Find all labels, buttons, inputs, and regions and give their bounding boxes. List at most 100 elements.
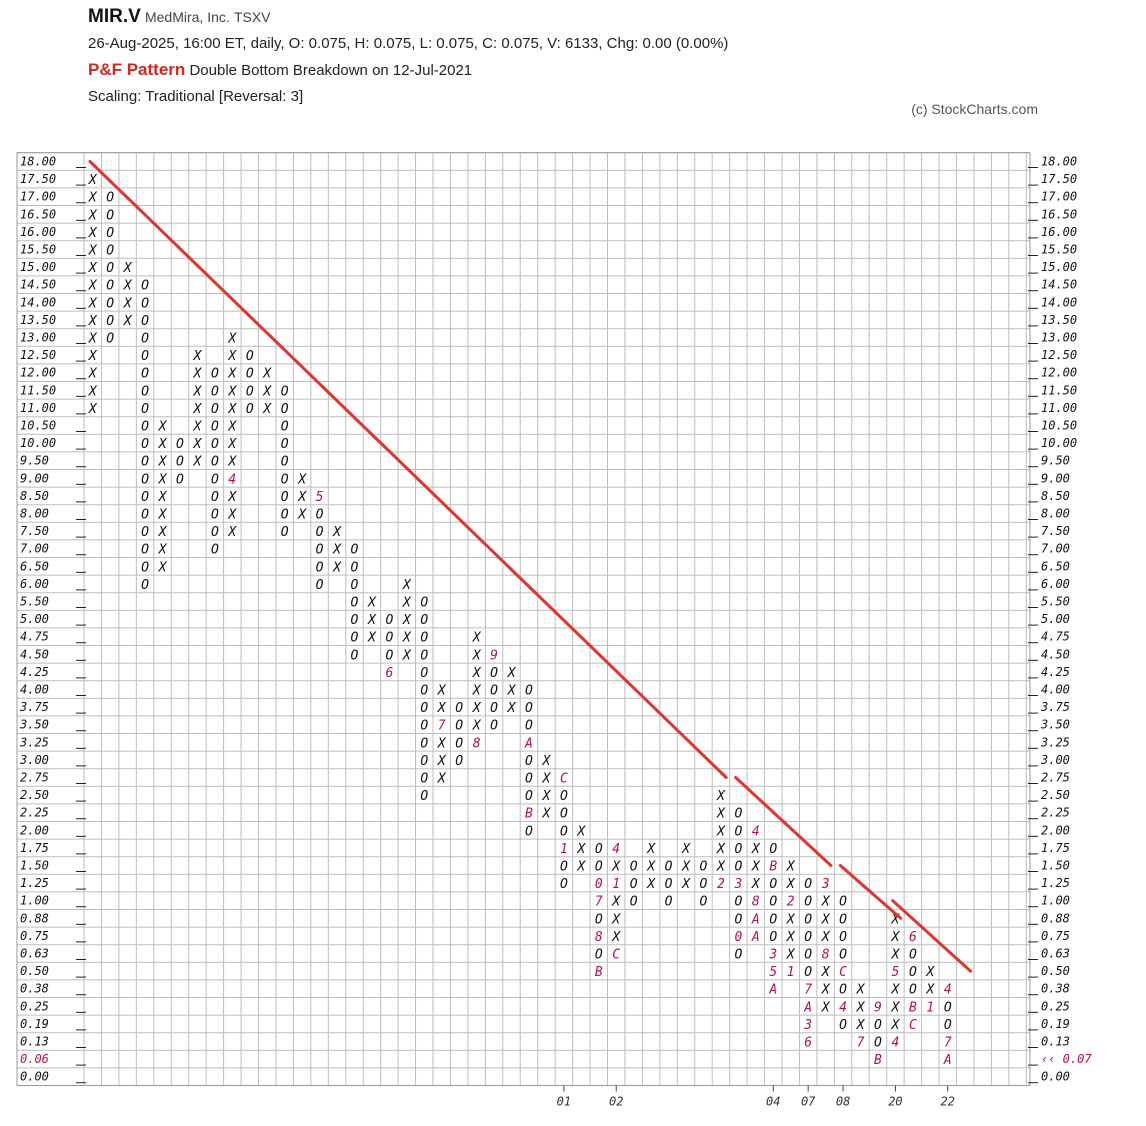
year-label: 01 xyxy=(557,1095,571,1109)
month-marker: 6 xyxy=(385,666,393,681)
x-box: X xyxy=(227,455,237,470)
o-box: O xyxy=(560,807,568,822)
y-tick-label-right: 8.00 xyxy=(1041,507,1070,521)
x-box: X xyxy=(123,296,133,311)
o-box: O xyxy=(734,948,742,963)
x-box: X xyxy=(227,508,237,523)
y-tick-label-left: 0.06 xyxy=(20,1052,49,1066)
o-box: O xyxy=(176,437,184,452)
o-box: O xyxy=(141,332,149,347)
o-box: O xyxy=(595,842,603,857)
o-box: O xyxy=(141,384,149,399)
x-box: X xyxy=(193,384,203,399)
o-box: O xyxy=(560,877,568,892)
y-tick-label-right: 8.50 xyxy=(1041,489,1070,503)
x-box: X xyxy=(472,648,482,663)
pnf-column: OOO xyxy=(176,437,184,487)
y-tick-label-right: 11.00 xyxy=(1041,401,1077,415)
trendlines xyxy=(88,160,972,973)
company-name: MedMira, Inc. xyxy=(144,9,230,25)
o-box: O xyxy=(455,701,463,716)
o-box: O xyxy=(176,472,184,487)
x-box: X xyxy=(507,666,517,681)
o-box: O xyxy=(351,648,359,663)
y-tick-label-left: 8.00 xyxy=(20,507,49,521)
o-box: O xyxy=(141,525,149,540)
x-box: X xyxy=(611,895,621,910)
pnf-column: XXX xyxy=(332,525,342,575)
o-box: O xyxy=(211,543,219,558)
o-box: O xyxy=(246,349,254,364)
o-box: O xyxy=(106,208,114,223)
x-box: X xyxy=(507,684,517,699)
o-box: O xyxy=(734,912,742,927)
o-box: O xyxy=(141,508,149,523)
month-marker: 9 xyxy=(490,648,498,663)
x-box: X xyxy=(297,490,307,505)
month-marker: 2 xyxy=(787,895,795,910)
trendline xyxy=(891,899,972,973)
o-box: O xyxy=(385,613,393,628)
x-box: X xyxy=(786,860,796,875)
y-tick-label-right: 0.75 xyxy=(1041,929,1070,943)
y-tick-label-right: 12.50 xyxy=(1041,348,1077,362)
y-tick-label-right: 2.75 xyxy=(1041,771,1070,785)
o-box: O xyxy=(141,349,149,364)
y-tick-label-right: 14.50 xyxy=(1041,278,1077,292)
x-box: X xyxy=(193,367,203,382)
copyright: (c) StockCharts.com xyxy=(911,101,1038,117)
o-box: O xyxy=(525,684,533,699)
month-marker: 0 xyxy=(734,930,742,945)
x-box: X xyxy=(193,349,203,364)
o-box: O xyxy=(281,508,289,523)
year-label: 02 xyxy=(609,1095,623,1109)
x-box: X xyxy=(88,296,98,311)
y-tick-label-left: 4.50 xyxy=(20,647,49,661)
o-box: O xyxy=(804,877,812,892)
x-box: X xyxy=(891,1018,901,1033)
y-tick-label-right: 6.50 xyxy=(1041,559,1070,573)
o-box: O xyxy=(281,525,289,540)
month-marker: 4 xyxy=(752,824,760,839)
o-box: O xyxy=(455,736,463,751)
y-tick-label-right: 10.00 xyxy=(1041,436,1077,450)
o-box: O xyxy=(769,930,777,945)
x-box: X xyxy=(542,772,552,787)
y-tick-label-left: 0.19 xyxy=(20,1017,49,1031)
y-tick-label-right: 14.00 xyxy=(1041,295,1077,309)
o-box: O xyxy=(700,877,708,892)
y-tick-label-right: 1.75 xyxy=(1041,841,1070,855)
x-box: X xyxy=(472,719,482,734)
o-box: O xyxy=(769,842,777,857)
x-box: X xyxy=(925,965,935,980)
y-tick-label-right: 2.50 xyxy=(1041,788,1070,802)
y-tick-label-right: 13.50 xyxy=(1041,313,1077,327)
o-box: O xyxy=(211,384,219,399)
y-tick-label-left: 17.00 xyxy=(20,190,56,204)
o-box: O xyxy=(769,877,777,892)
y-tick-label-left: 2.00 xyxy=(20,823,49,837)
pnf-column: OOO xyxy=(630,860,638,910)
o-box: O xyxy=(281,437,289,452)
x-box: X xyxy=(227,490,237,505)
x-box: X xyxy=(437,736,447,751)
month-marker: 4 xyxy=(612,842,620,857)
o-box: O xyxy=(211,402,219,417)
x-box: X xyxy=(472,631,482,646)
o-box: O xyxy=(351,631,359,646)
x-box: X xyxy=(367,613,377,628)
y-tick-label-right: 0.19 xyxy=(1041,1017,1070,1031)
o-box: O xyxy=(839,983,847,998)
y-tick-label-right: 15.50 xyxy=(1041,243,1077,257)
y-tick-label-right: 0.00 xyxy=(1041,1070,1070,1084)
month-marker: 4 xyxy=(944,983,952,998)
y-tick-label-left: 6.00 xyxy=(20,577,49,591)
